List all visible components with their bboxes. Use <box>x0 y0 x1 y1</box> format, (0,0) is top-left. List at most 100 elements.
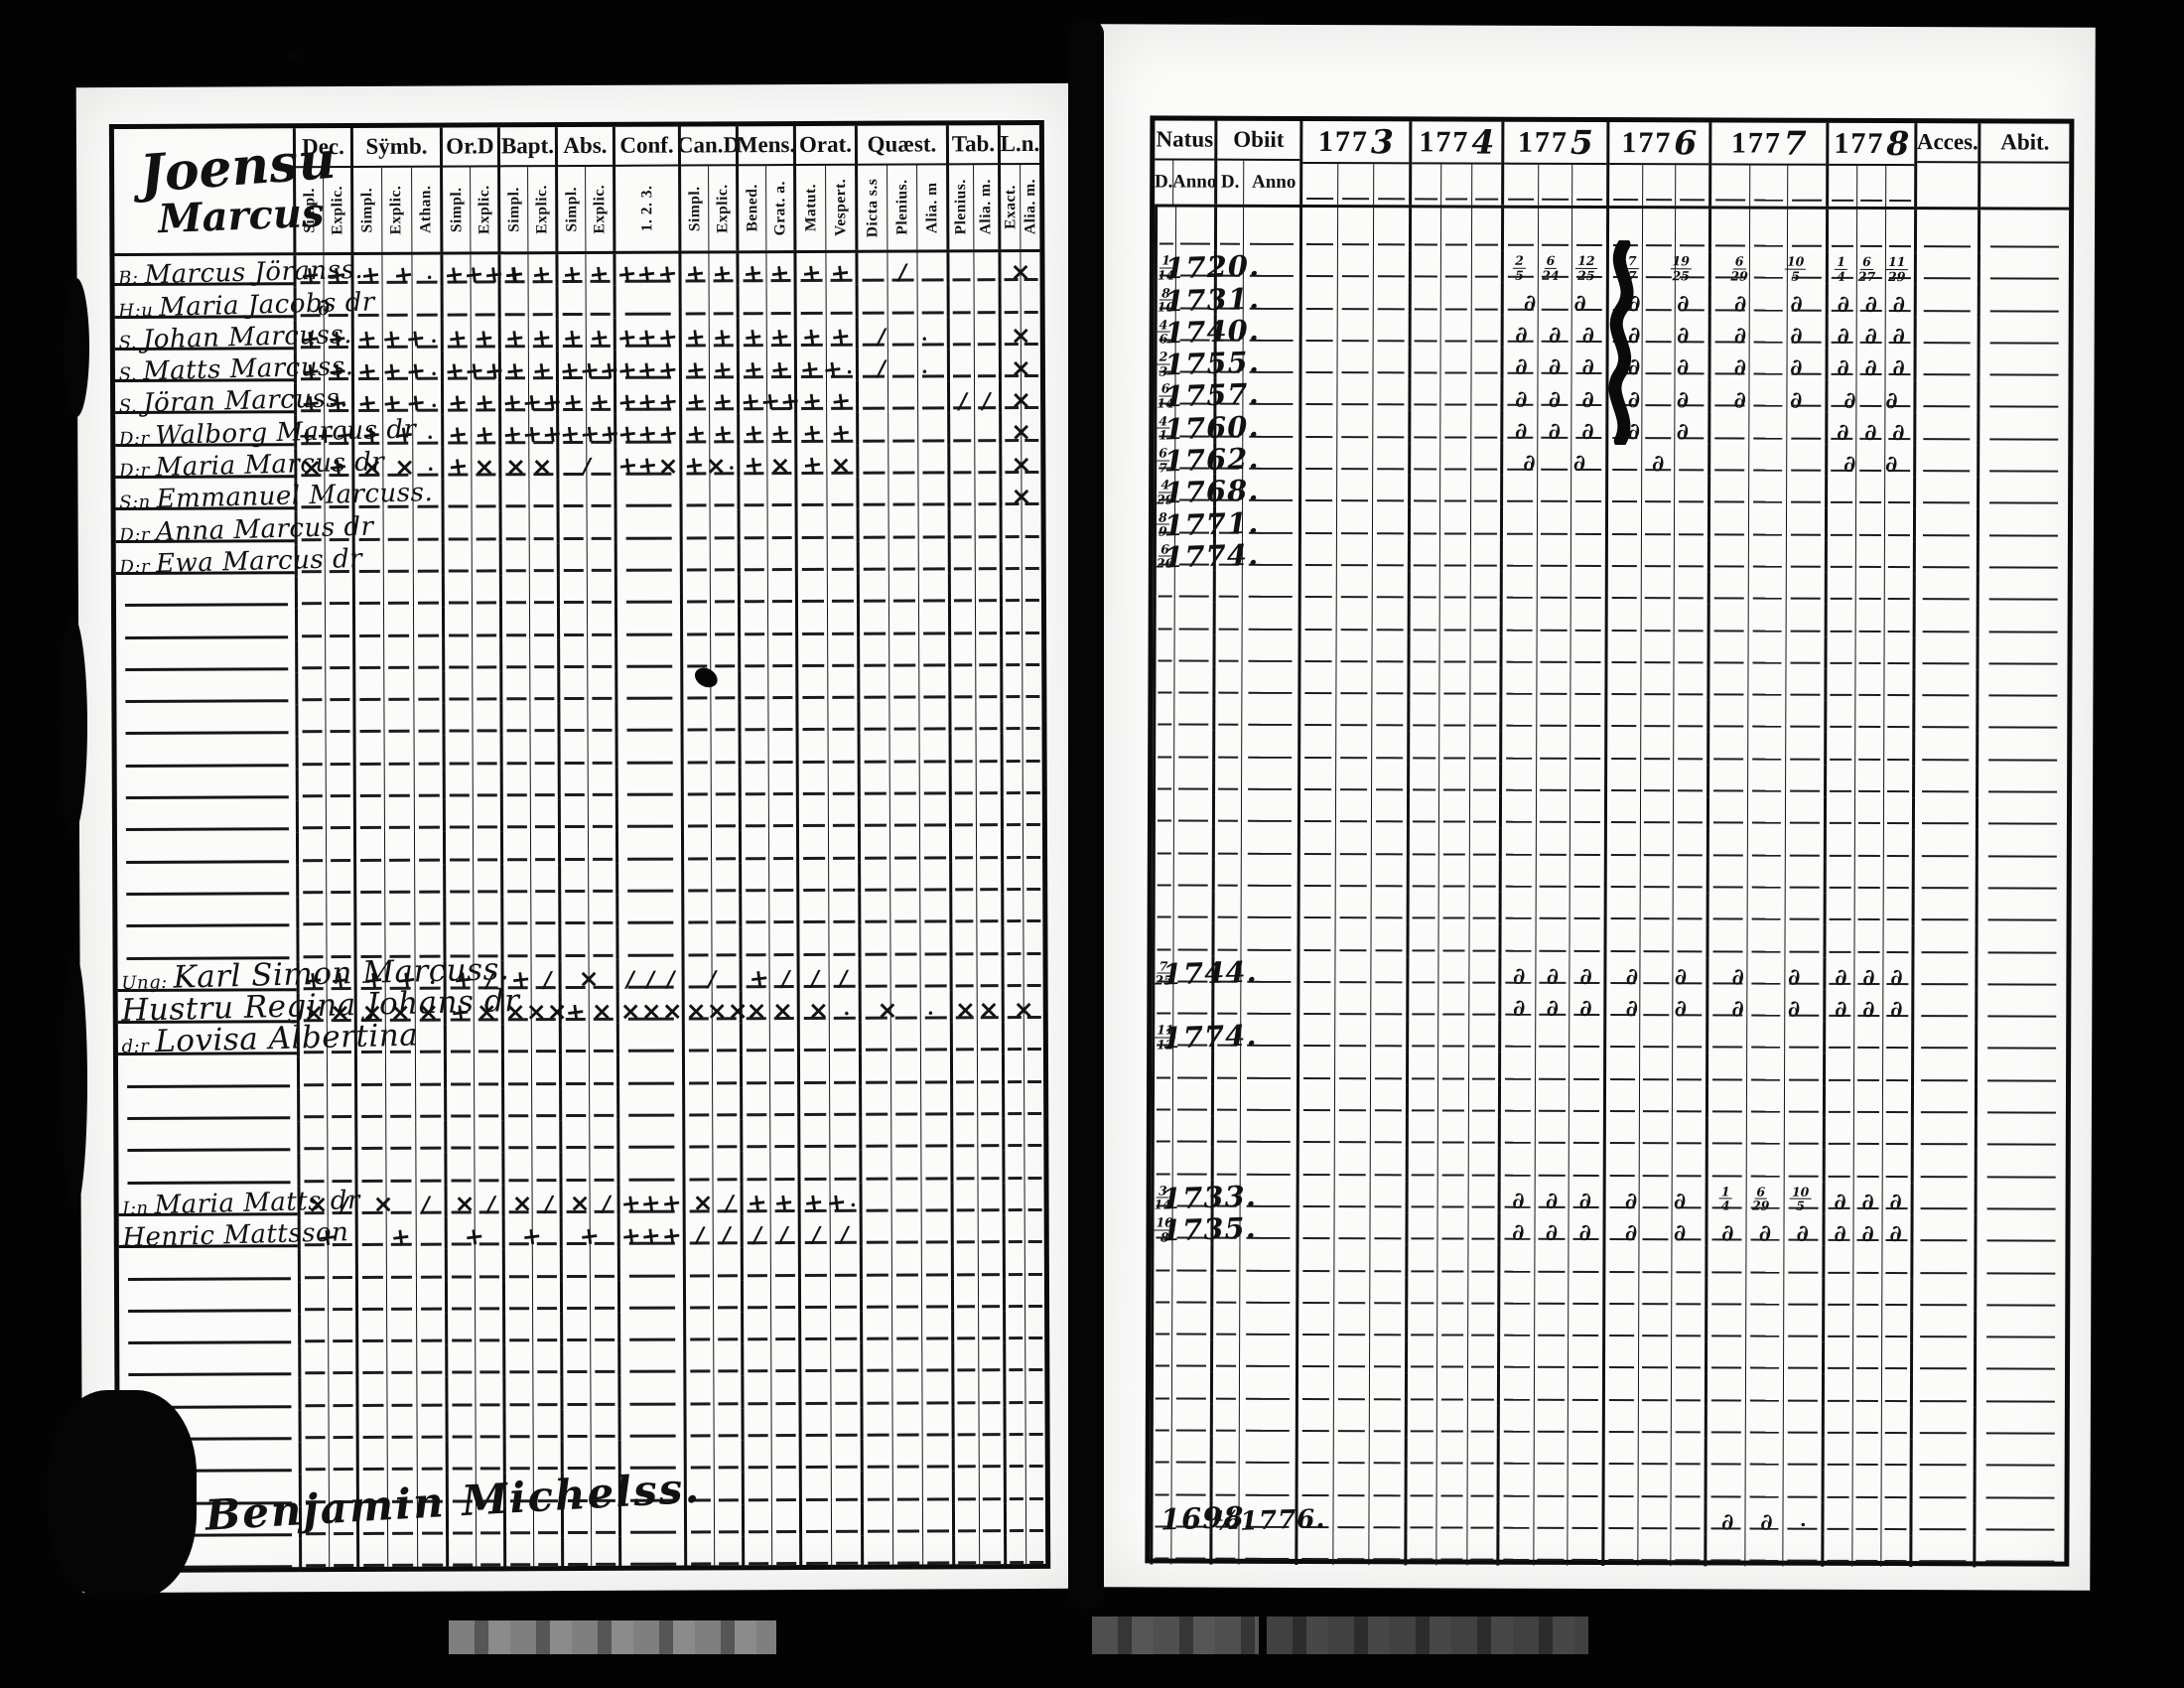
acces-cell <box>1909 1406 1974 1440</box>
year-subcell <box>1674 411 1708 445</box>
marks-cell-quest <box>859 1182 951 1215</box>
marks-cell-tab <box>946 252 999 285</box>
year-subcell <box>1371 571 1408 604</box>
ruled-subcell <box>860 606 888 637</box>
subheader-cell: Vespert. <box>825 165 856 250</box>
year-marks-cell-1774 <box>1407 603 1500 636</box>
ruled-subcell <box>562 1120 589 1152</box>
table-row: S. Johan Marcuss. + + + + + · + + + + + + + + + + + + + + + / · × <box>115 316 1040 354</box>
year-subcell <box>1298 1212 1333 1244</box>
year-subcell <box>1336 250 1373 283</box>
acces-subcell <box>1917 284 1978 317</box>
ruled-subcell <box>921 1374 952 1408</box>
marks-cell-bapt <box>498 542 557 576</box>
year-marks-cell-1778 <box>1821 1502 1910 1535</box>
acces-subcell <box>1913 1375 1974 1408</box>
subheader-label: Simpl. <box>685 186 703 231</box>
marks-cell-orat: + + <box>793 252 856 288</box>
ruled-subcell <box>953 1151 977 1183</box>
year-subcell <box>1671 1341 1706 1374</box>
acces-cell <box>1913 284 1978 317</box>
marks-cell-abs <box>556 478 614 511</box>
year-marks-cell-1773 <box>1298 207 1410 251</box>
year-subcell <box>1829 316 1856 348</box>
year-marks-cell-1774 <box>1404 1500 1497 1534</box>
marks-cell-bapt <box>501 1248 560 1281</box>
year-marks-cell-1773 <box>1296 1308 1406 1341</box>
year-subcell <box>1828 605 1855 636</box>
name-prefix: S. <box>118 363 138 386</box>
year-marks-cell-1777 <box>1705 1310 1823 1342</box>
year-subcell <box>1439 475 1470 507</box>
year-subcell <box>1672 1021 1706 1054</box>
year-subcell <box>1369 1148 1406 1181</box>
obiit-day-subcell <box>1215 699 1241 731</box>
ruled-subcell <box>299 865 326 897</box>
ruled-subcell <box>1005 1086 1024 1118</box>
abit-subcell <box>1979 669 2067 702</box>
year-subcell <box>1372 250 1409 283</box>
natus-day-subcell <box>1155 1148 1172 1180</box>
marks-cell-orat <box>796 1055 860 1087</box>
table-row: 6 26 1774. <box>1153 537 2068 574</box>
acces-subcell <box>1914 1150 1975 1183</box>
abit-subcell <box>1978 1183 2066 1215</box>
year-label: 177 6 <box>1609 122 1709 166</box>
year-subcell <box>1533 1470 1569 1502</box>
acces-cell <box>1911 861 1976 895</box>
year-subcell <box>1333 1180 1370 1213</box>
year-subcell <box>1300 827 1335 859</box>
abit-column-label: Abit. <box>1980 123 2070 164</box>
marks-cell-cand: / / <box>682 1215 741 1249</box>
table-row <box>117 733 1042 769</box>
year-subcolumns <box>1504 164 1607 207</box>
ruled-subcell <box>951 509 975 541</box>
year-subcell <box>1410 700 1438 732</box>
acces-cell <box>1913 444 1978 478</box>
marks-cell-tab <box>950 1246 1003 1279</box>
year-subcell <box>1332 1404 1369 1438</box>
year-subcell <box>1608 476 1641 507</box>
obiit-cell <box>1212 570 1298 604</box>
marks-cell-symb: + + + · <box>350 319 441 353</box>
acces-subcell <box>1917 252 1978 285</box>
column-label-quest: Quæst. <box>857 125 947 166</box>
year-printed-part: 177 <box>1419 124 1470 159</box>
birth-year: 1720. <box>1163 248 1261 286</box>
ruled-subcell <box>887 573 918 606</box>
year-subcell <box>1784 1085 1824 1118</box>
marks-cell-cand <box>680 767 739 799</box>
marks-cell-quest <box>860 1374 952 1408</box>
ruled-subcell <box>955 1439 979 1471</box>
year-subcell <box>1412 315 1440 347</box>
natus-cell: 4 6 1740. <box>1154 313 1260 350</box>
ruled-subcell <box>470 318 498 352</box>
natus-cell <box>1150 1532 1210 1565</box>
natus-cell <box>1151 1339 1211 1373</box>
marks-cell-symb <box>352 703 443 737</box>
year-subcell <box>1853 861 1883 894</box>
marks-cell-abs <box>559 1119 617 1153</box>
obiit-anno-subcell <box>1239 1308 1297 1341</box>
ruled-subcell <box>447 1056 474 1088</box>
natus-cell: 8 9 1771. <box>1153 505 1260 542</box>
year-subcell <box>1567 1470 1602 1502</box>
year-subcell <box>1673 668 1707 701</box>
year-subcell <box>1570 411 1606 444</box>
year-marks-cell-1775: ∂ ∂ ∂ <box>1498 956 1604 990</box>
year-marks-cell-1778 <box>1823 893 1912 926</box>
ruled-subcell <box>587 831 616 864</box>
year-subcell <box>1440 208 1471 251</box>
marks-cell-abs <box>558 895 616 928</box>
year-subcell <box>1707 1374 1745 1406</box>
year-subcell <box>1706 1502 1744 1534</box>
year-subcell <box>1408 1277 1436 1309</box>
ruled-subcell <box>531 1280 561 1313</box>
marks-cell-ln <box>1002 1246 1044 1279</box>
abit-cell <box>1976 701 2068 735</box>
ruled-subcell <box>471 575 499 608</box>
birth-year: 1774. <box>1161 1018 1258 1055</box>
ruled-subcell <box>532 1408 561 1442</box>
acces-subcell <box>1915 829 1976 862</box>
marks-cell-orat <box>793 285 856 318</box>
